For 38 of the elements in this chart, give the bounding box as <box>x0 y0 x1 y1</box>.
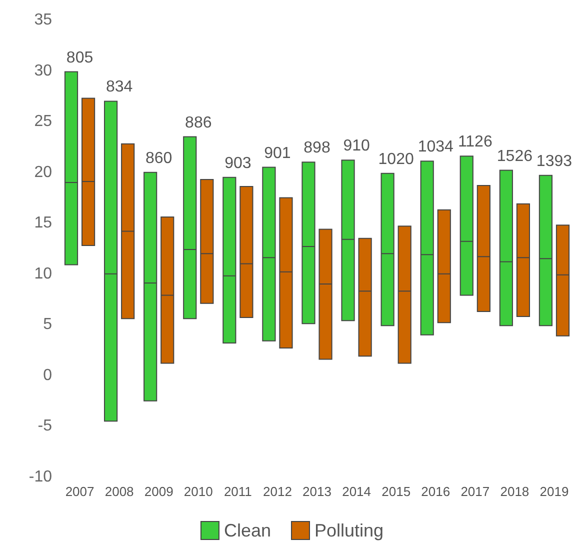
y-tick-label: 15 <box>34 214 52 232</box>
annotation: 886 <box>185 114 212 132</box>
x-tick-label: 2014 <box>342 484 371 499</box>
x-tick-label: 2013 <box>302 484 332 499</box>
annotation: 805 <box>66 49 94 66</box>
x-tick-label: 2011 <box>224 484 252 499</box>
x-tick-label: 2009 <box>144 484 174 499</box>
annotation: 910 <box>343 138 370 155</box>
legend-label: Clean <box>224 520 271 540</box>
x-tick-label: 2012 <box>263 484 292 499</box>
x-tick-label: 2018 <box>500 484 530 499</box>
x-tick-label: 2010 <box>184 484 213 499</box>
y-tick-label: -10 <box>28 468 52 486</box>
y-tick-label: 20 <box>34 164 52 181</box>
annotation: 1126 <box>458 134 492 151</box>
y-tick-label: 25 <box>34 113 52 130</box>
y-tick-label: 0 <box>43 366 52 384</box>
annotation: 1526 <box>496 148 533 165</box>
annotation: 898 <box>304 140 330 157</box>
legend-label: Polluting <box>314 520 384 540</box>
annotation: 1034 <box>418 138 454 156</box>
x-tick-label: 2019 <box>540 484 569 499</box>
x-tick-label: 2015 <box>382 484 411 499</box>
annotation: 834 <box>106 78 133 96</box>
annotation: 901 <box>264 144 291 162</box>
x-tick-label: 2017 <box>460 484 490 499</box>
annotation: 1393 <box>536 152 572 170</box>
x-tick-label: 2008 <box>104 484 134 499</box>
x-tick-label: 2007 <box>65 484 94 499</box>
annotation: 1020 <box>378 150 414 168</box>
y-tick-label: 5 <box>43 316 52 334</box>
y-tick-label: -5 <box>38 418 52 435</box>
y-tick-label: 10 <box>34 265 52 282</box>
y-tick-label: 35 <box>34 12 52 28</box>
x-tick-label: 2016 <box>421 484 450 499</box>
annotation: 860 <box>145 150 172 167</box>
annotation: 903 <box>224 154 252 172</box>
y-tick-label: 30 <box>34 62 52 80</box>
